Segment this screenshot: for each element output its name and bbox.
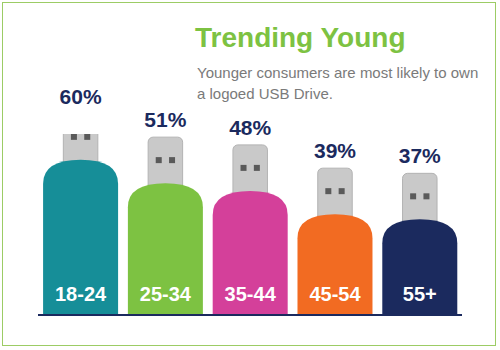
svg-text:51%: 51%	[144, 108, 186, 131]
svg-text:25-34: 25-34	[140, 283, 192, 305]
html-text:Trending Young: Trending Young	[195, 22, 406, 53]
svg-text:39%: 39%	[314, 139, 356, 162]
svg-text:37%: 37%	[399, 144, 441, 167]
html-text:Younger consumers are most lik: Younger consumers are most likely to own…	[197, 64, 479, 102]
svg-text:18-24: 18-24	[55, 283, 107, 305]
svg-text:60%: 60%	[60, 85, 102, 108]
svg-text:48%: 48%	[229, 116, 271, 139]
svg-text:35-44: 35-44	[225, 283, 277, 305]
svg-text:45-54: 45-54	[309, 283, 361, 305]
svg-text:55+: 55+	[403, 283, 437, 305]
